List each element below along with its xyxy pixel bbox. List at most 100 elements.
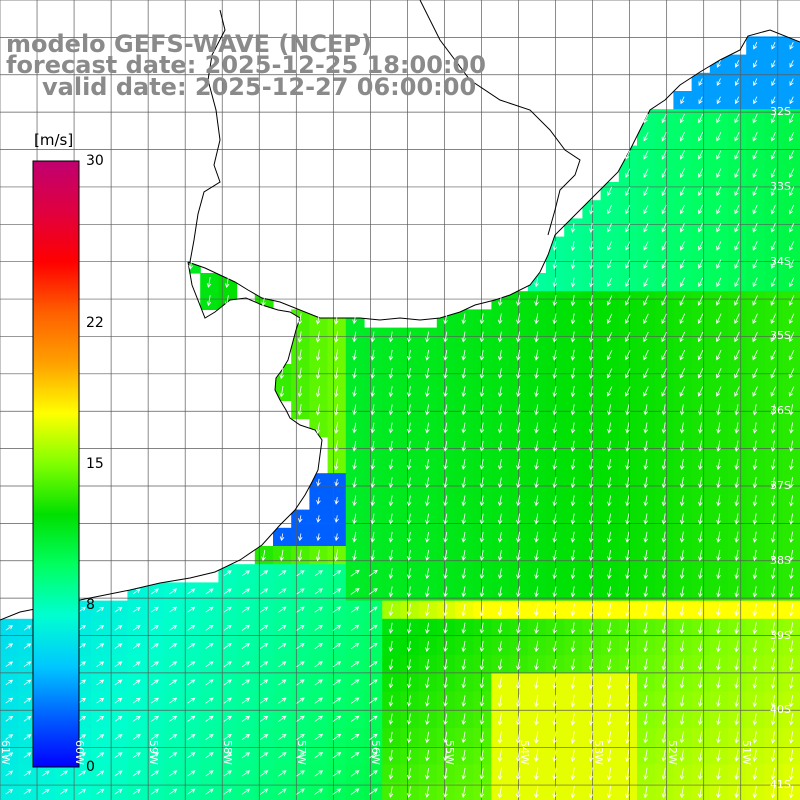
wind-arrow [534,513,539,525]
wind-arrow [698,78,703,87]
wind-arrow [625,241,631,251]
wind-arrow [716,713,721,726]
wind-arrow [788,386,795,397]
wind-arrow [588,422,594,434]
wind-arrow [607,241,612,251]
wind-arrow [606,313,613,324]
wind-arrow [716,368,722,379]
wind-cell [309,764,329,784]
wind-arrow [789,640,794,653]
wind-arrow [461,459,467,470]
wind-arrow [206,277,212,288]
wind-arrow [169,661,178,668]
wind-arrow [570,694,576,708]
wind-arrow [625,712,630,726]
wind-arrow [552,676,557,690]
wind-arrow [734,731,739,744]
longitude-label: 51W [739,740,753,765]
wind-arrow [534,277,539,288]
wind-arrow [698,513,703,525]
wind-arrow [698,132,704,142]
colorbar-tick-label: 30 [86,153,104,169]
wind-cell [345,564,365,583]
wind-arrow [169,588,178,595]
wind-cell [327,691,347,711]
wind-arrow [770,277,776,288]
wind-arrow [734,713,739,726]
wind-arrow [770,204,776,215]
wind-arrow [661,568,667,580]
wind-arrow [698,150,704,160]
wind-cell [182,691,201,711]
wind-arrow [716,440,721,452]
wind-arrow [279,385,285,398]
wind-arrow [570,295,576,307]
longitude-label: 52W [665,740,679,765]
wind-arrow [698,96,703,105]
wind-arrow [316,497,321,505]
wind-arrow [716,186,722,197]
wind-arrow [114,752,123,759]
wind-arrow [661,549,667,562]
wind-arrow [625,531,630,543]
wind-arrow [132,643,141,649]
wind-arrow [789,150,795,160]
wind-arrow [679,277,685,288]
wind-arrow [315,404,321,416]
wind-arrow [770,477,776,489]
wind-arrow [314,770,324,777]
wind-arrow [789,531,794,543]
wind-arrow [187,697,196,704]
wind-arrow [752,513,758,525]
wind-arrow [770,422,776,434]
wind-arrow [150,588,159,595]
wind-arrow [96,734,105,740]
wind-arrow [23,716,32,722]
wind-arrow [679,513,685,525]
wind-arrow [552,259,558,270]
wind-cell [364,709,383,729]
wind-cell [91,746,110,765]
wind-arrow [643,640,648,653]
wind-arrow [479,459,485,470]
wind-arrow [296,679,305,686]
wind-arrow [332,624,342,631]
wind-arrow [698,241,704,251]
wind-arrow [606,350,613,361]
wind-arrow [698,259,704,269]
wind-arrow [534,295,539,307]
wind-arrow [278,570,287,577]
wind-arrow [350,588,360,595]
wind-arrow [132,606,141,613]
wind-arrow [770,313,777,325]
wind-arrow [698,713,703,726]
wind-arrow [388,349,394,361]
wind-arrow [516,295,521,307]
wind-cell [364,655,383,674]
wind-cell [254,637,274,656]
wind-arrow [516,785,521,799]
wind-arrow [534,731,539,744]
wind-arrow [697,349,704,361]
wind-arrow [443,331,448,343]
wind-arrow [570,568,576,580]
wind-cell [273,746,292,765]
wind-cell [163,600,183,620]
wind-cell [182,582,201,602]
wind-arrow [552,568,558,580]
wind-arrow [698,277,704,288]
wind-arrow [5,716,14,722]
wind-cell [273,691,292,711]
wind-arrow [516,603,521,617]
latitude-label: 36S [770,404,791,418]
wind-cell [309,673,329,693]
wind-arrow [461,713,467,726]
wind-arrow [661,513,667,525]
wind-arrow [406,622,412,634]
coastline [0,0,800,621]
wind-arrow [461,386,467,398]
wind-arrow [552,640,558,653]
wind-arrow [223,661,232,668]
wind-cell [91,709,110,729]
